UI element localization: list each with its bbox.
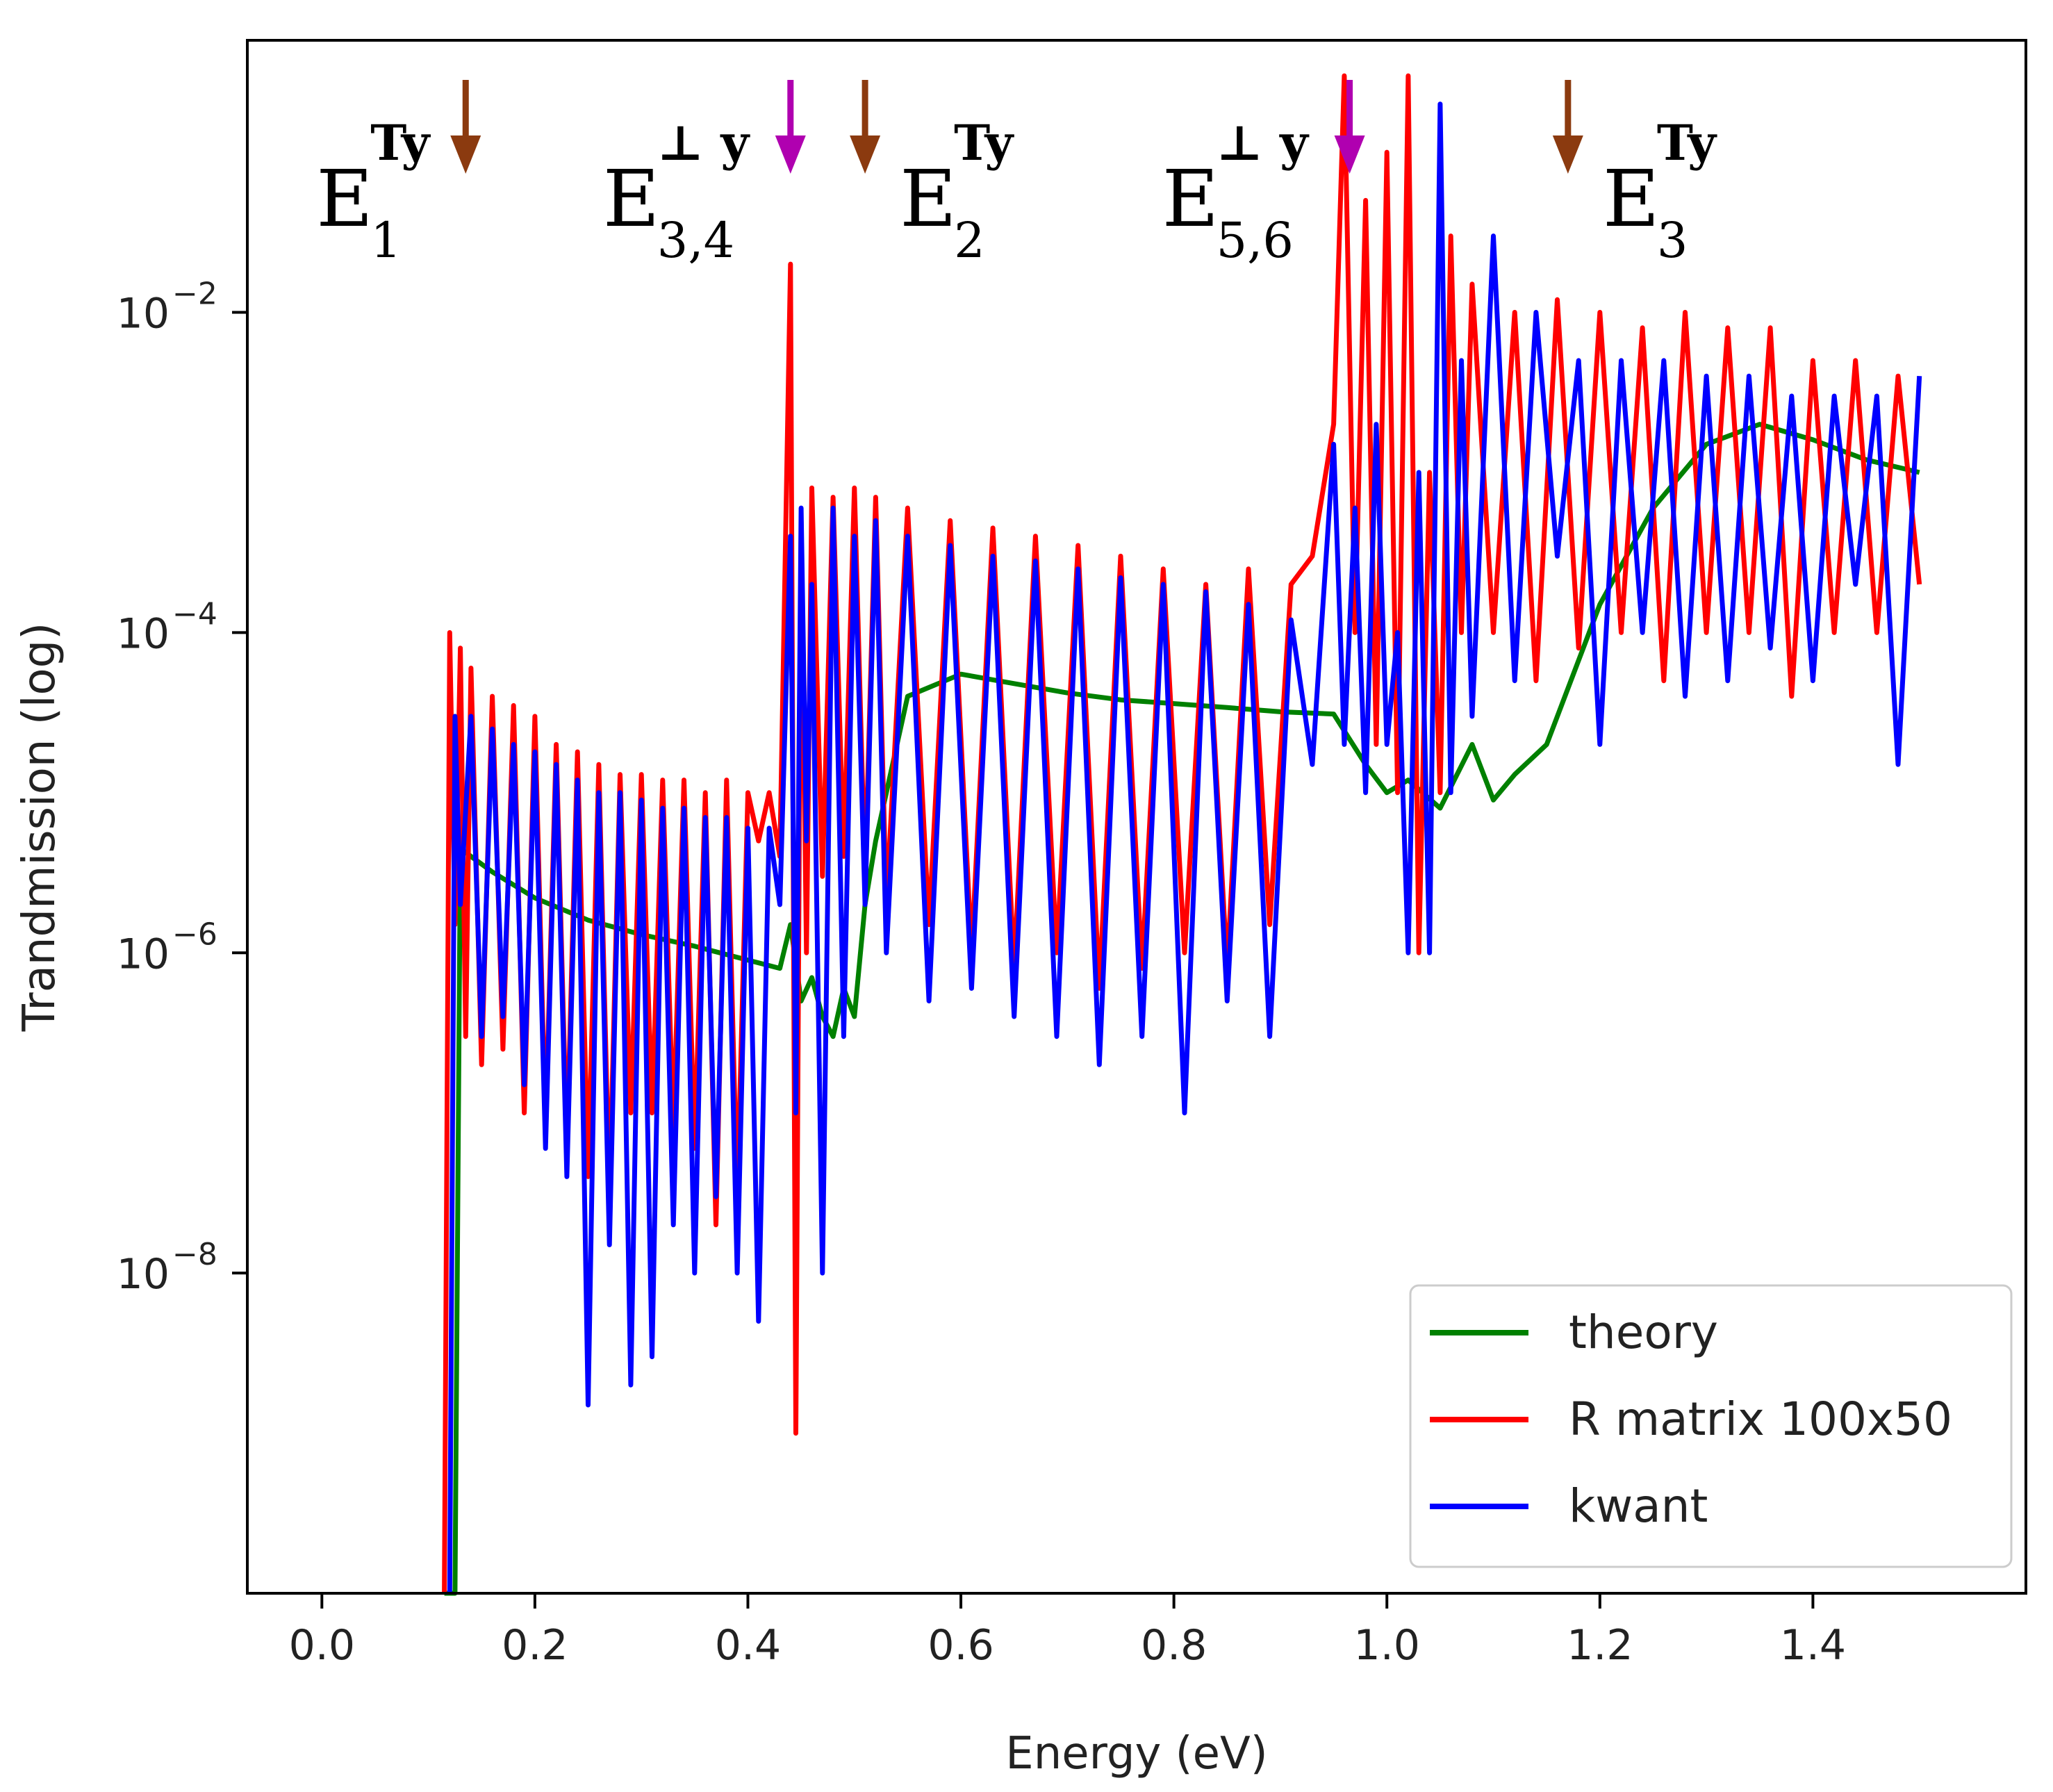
annotation-arrow-head: [775, 135, 806, 174]
x-tick-label: 0.0: [289, 1621, 355, 1670]
y-tick-exponent: −4: [172, 596, 217, 632]
annotation-2: ETy 2: [850, 80, 1015, 269]
annotation-superscript: ⊥ y: [1217, 114, 1310, 172]
y-axis-ticks: 10−810−610−410−2: [117, 277, 247, 1299]
y-axis-label: Trandmission (log): [14, 623, 65, 1033]
series-line-2: [447, 101, 1922, 1594]
annotation-symbol: E: [316, 154, 373, 245]
annotation-3: E⊥ y 5,6: [1162, 80, 1365, 269]
annotation-1: E⊥ y 3,4: [603, 80, 806, 269]
annotation-arrow-head: [1334, 135, 1365, 174]
annotation-subscript: 3,4: [657, 212, 734, 269]
x-tick-label: 0.2: [502, 1621, 568, 1670]
annotation-subscript: 5,6: [1217, 212, 1294, 269]
annotation-superscript: ⊥ y: [657, 114, 751, 172]
y-tick-exponent: −2: [172, 277, 217, 312]
annotation-arrow-head: [450, 135, 481, 174]
annotation-symbol: E: [603, 154, 660, 245]
annotation-4: ETy 3: [1552, 80, 1717, 269]
annotation-symbol: E: [1162, 154, 1219, 245]
legend: theory R matrix 100x50 kwant: [1409, 1284, 2013, 1568]
y-tick-exponent: −8: [172, 1237, 217, 1272]
annotation-superscript: Ty: [954, 114, 1014, 172]
y-tick-label: 10: [117, 930, 170, 978]
annotation-symbol: E: [900, 154, 957, 245]
y-tick-exponent: −6: [172, 916, 217, 952]
plot-frame: [246, 39, 2027, 1595]
annotation-superscript: Ty: [370, 114, 431, 172]
x-tick-label: 1.2: [1567, 1621, 1633, 1670]
y-tick-label: 10: [117, 609, 170, 658]
x-tick-label: 1.0: [1354, 1621, 1420, 1670]
y-tick-label: 10: [117, 290, 170, 338]
annotation-arrow-head: [850, 135, 881, 174]
x-tick-label: 1.4: [1780, 1621, 1846, 1670]
y-tick-label: 10: [117, 1250, 170, 1299]
x-tick-label: 0.6: [927, 1621, 993, 1670]
annotation-superscript: Ty: [1657, 114, 1717, 172]
legend-box: [1409, 1284, 2013, 1568]
x-axis-label: Energy (eV): [1005, 1728, 1268, 1779]
legend-label-theory: theory: [1569, 1306, 1718, 1359]
annotation-0: ETy 1: [316, 80, 481, 269]
legend-label-kwant: kwant: [1569, 1479, 1708, 1533]
x-axis-ticks: 0.0 0.2 0.4 0.6 0.8 1.0 1.2 1.4: [289, 1593, 1846, 1670]
annotation-subscript: 1: [370, 212, 402, 269]
series-layer: [442, 73, 1922, 1596]
annotation-symbol: E: [1603, 154, 1660, 245]
annotation-subscript: 2: [954, 212, 985, 269]
annotation-arrow-head: [1552, 135, 1583, 174]
legend-label-rmatrix: R matrix 100x50: [1569, 1392, 1952, 1446]
annotation-subscript: 3: [1657, 212, 1688, 269]
x-tick-label: 0.4: [715, 1621, 781, 1670]
x-tick-label: 0.8: [1141, 1621, 1207, 1670]
